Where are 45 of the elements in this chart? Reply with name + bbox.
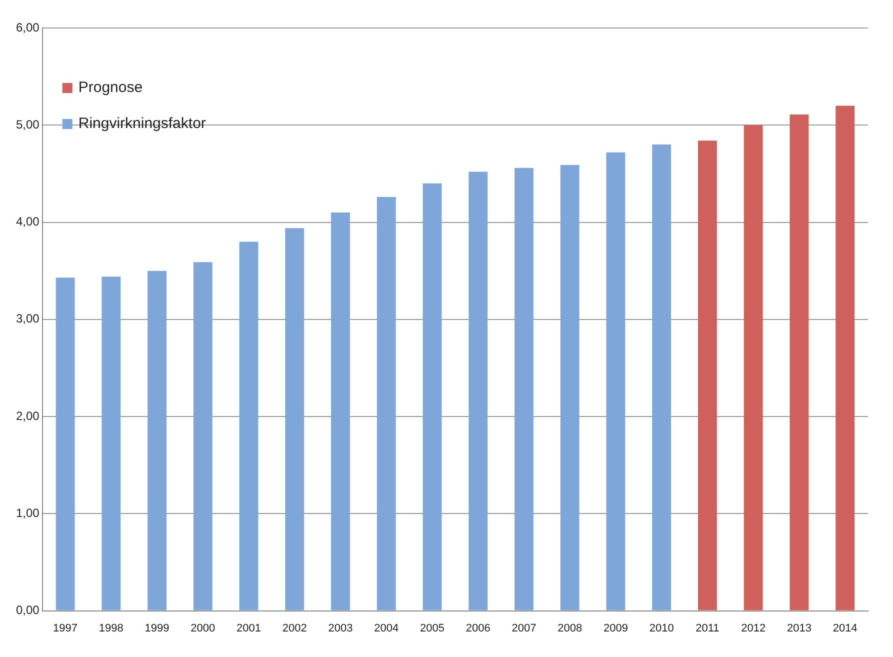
x-tick-label: 2012 [741, 622, 766, 634]
x-tick-label: 2003 [328, 622, 353, 634]
y-tick-label: 1,00 [16, 506, 40, 520]
legend-label: Ringvirkningsfaktor [78, 115, 206, 132]
bar [790, 114, 809, 610]
bar [148, 270, 166, 610]
x-tick-label: 2008 [558, 622, 582, 634]
x-tick-label: 2007 [512, 622, 536, 634]
bar [56, 278, 75, 610]
x-tick-label: 2009 [603, 622, 628, 634]
x-tick-label: 2001 [236, 622, 262, 634]
bar [560, 164, 580, 610]
bar [744, 125, 763, 610]
x-tick-label: 2005 [420, 622, 444, 634]
x-tick-label: 2004 [374, 622, 399, 634]
bar [285, 228, 304, 610]
y-tick-label: 5,00 [16, 117, 40, 132]
bar [698, 140, 717, 610]
x-tick-label: 2000 [190, 622, 216, 634]
legend-label: Prognose [78, 79, 143, 96]
x-tick-label: 1997 [53, 622, 78, 634]
y-tick-label: 6,00 [16, 20, 40, 34]
x-tick-label: 2011 [696, 622, 720, 634]
bar [836, 106, 855, 610]
x-tick-label: 2010 [649, 622, 674, 634]
y-tick-label: 4,00 [16, 214, 40, 229]
bar [514, 168, 534, 610]
x-tick-label: 2002 [282, 622, 307, 634]
bar [376, 197, 396, 610]
y-tick-label: 3,00 [16, 312, 40, 326]
bar [606, 152, 626, 610]
bar [331, 212, 350, 610]
bar [239, 242, 258, 610]
y-tick-label: 0,00 [16, 603, 40, 618]
x-tick-label: 1998 [98, 622, 124, 634]
bar [468, 172, 488, 610]
bar [652, 144, 672, 610]
x-tick-label: 1999 [144, 622, 170, 634]
x-tick-label: 2014 [832, 622, 858, 634]
bar [193, 262, 212, 610]
bar [422, 183, 442, 610]
bar [102, 276, 121, 610]
x-tick-label: 2013 [786, 622, 812, 634]
x-tick-label: 2006 [466, 622, 490, 634]
y-tick-label: 2,00 [16, 408, 40, 423]
